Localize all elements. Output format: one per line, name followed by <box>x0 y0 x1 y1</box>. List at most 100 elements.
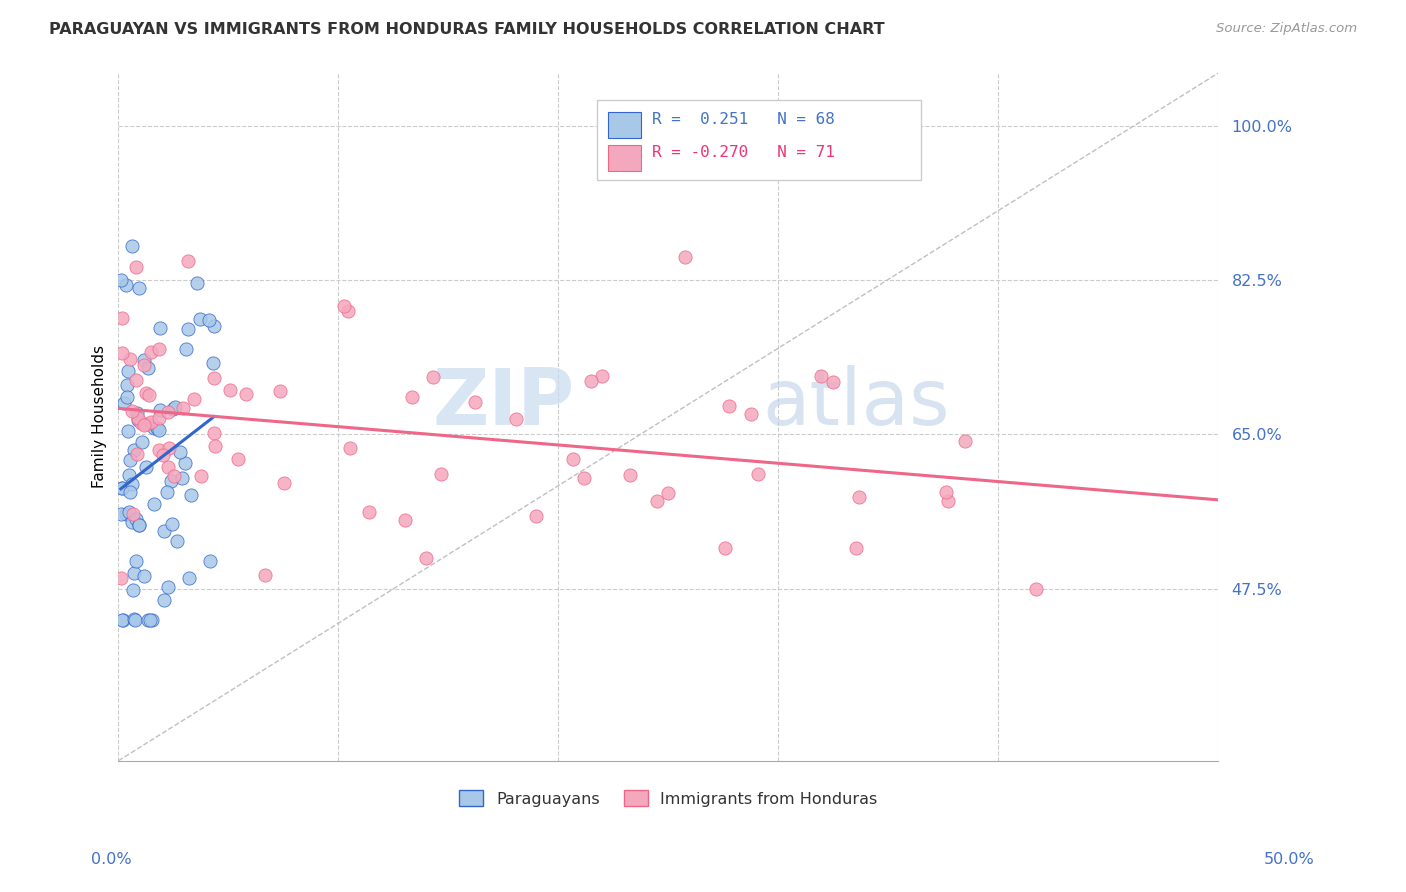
Point <box>115 507 138 521</box>
Point <box>139 344 162 359</box>
Point <box>156 580 179 594</box>
Point <box>125 373 148 387</box>
Text: Source: ZipAtlas.com: Source: ZipAtlas.com <box>1216 22 1357 36</box>
Point <box>127 413 149 427</box>
Y-axis label: Family Households: Family Households <box>93 345 107 488</box>
Point <box>131 435 153 450</box>
Point <box>463 395 485 409</box>
Point <box>269 384 291 398</box>
Point <box>111 481 134 495</box>
Point <box>204 439 226 453</box>
Point <box>122 612 145 626</box>
Point <box>572 471 595 485</box>
Point <box>136 361 159 376</box>
Point <box>202 425 225 440</box>
Text: 0.0%: 0.0% <box>91 852 132 867</box>
Point <box>111 346 134 360</box>
Bar <box>607 145 641 171</box>
Point <box>121 238 143 252</box>
Point <box>180 488 202 502</box>
Point <box>156 459 179 474</box>
Point <box>848 490 870 504</box>
Point <box>156 404 179 418</box>
Point <box>174 342 197 356</box>
Text: R = -0.270   N = 71: R = -0.270 N = 71 <box>652 145 835 161</box>
FancyBboxPatch shape <box>598 101 921 179</box>
Point <box>165 400 187 414</box>
Point <box>141 613 163 627</box>
Text: atlas: atlas <box>762 365 949 442</box>
Point <box>561 451 583 466</box>
Point <box>235 387 257 401</box>
Point <box>110 508 132 522</box>
Point <box>115 390 138 404</box>
Point <box>139 613 162 627</box>
Point <box>591 369 613 384</box>
Point <box>174 456 197 470</box>
Point <box>148 410 170 425</box>
Point <box>111 613 134 627</box>
Point <box>134 418 156 433</box>
Point <box>118 351 141 366</box>
Point <box>198 554 221 568</box>
Point <box>821 375 844 389</box>
Point <box>141 415 163 429</box>
Point <box>124 260 146 275</box>
Point <box>415 550 437 565</box>
Legend: Paraguayans, Immigrants from Honduras: Paraguayans, Immigrants from Honduras <box>451 782 886 814</box>
Point <box>118 505 141 519</box>
Point <box>186 276 208 290</box>
Point <box>581 374 603 388</box>
Point <box>111 613 134 627</box>
Point <box>336 304 359 318</box>
Point <box>179 571 201 585</box>
Point <box>142 497 165 511</box>
Point <box>394 513 416 527</box>
Point <box>619 468 641 483</box>
Point <box>120 485 142 500</box>
Point <box>152 448 174 462</box>
Point <box>935 485 957 500</box>
Point <box>152 524 174 538</box>
Point <box>136 613 159 627</box>
Point <box>169 445 191 459</box>
Point <box>177 322 200 336</box>
Point <box>156 484 179 499</box>
Point <box>740 407 762 421</box>
Point <box>118 467 141 482</box>
Point <box>112 396 135 410</box>
Point <box>505 411 527 425</box>
Point <box>166 533 188 548</box>
Point <box>218 383 240 397</box>
Point <box>135 460 157 475</box>
Point <box>430 467 453 481</box>
Point <box>333 299 356 313</box>
Point <box>125 512 148 526</box>
Point <box>197 313 219 327</box>
Point <box>121 403 143 417</box>
Point <box>110 273 132 287</box>
Point <box>134 353 156 368</box>
Point <box>142 420 165 434</box>
Point <box>121 582 143 597</box>
Point <box>359 505 381 519</box>
Point <box>422 370 444 384</box>
Point <box>128 517 150 532</box>
Point <box>170 471 193 485</box>
Point <box>122 442 145 457</box>
Point <box>117 364 139 378</box>
Point <box>673 250 696 264</box>
Point <box>718 399 741 413</box>
Point <box>160 516 183 531</box>
Point <box>226 451 249 466</box>
Point <box>115 278 138 293</box>
Point <box>254 567 277 582</box>
Bar <box>607 112 641 138</box>
Point <box>121 516 143 530</box>
Point <box>157 441 180 455</box>
Point <box>125 446 148 460</box>
Point <box>713 541 735 555</box>
Point <box>177 254 200 268</box>
Point <box>1025 582 1047 596</box>
Point <box>188 312 211 326</box>
